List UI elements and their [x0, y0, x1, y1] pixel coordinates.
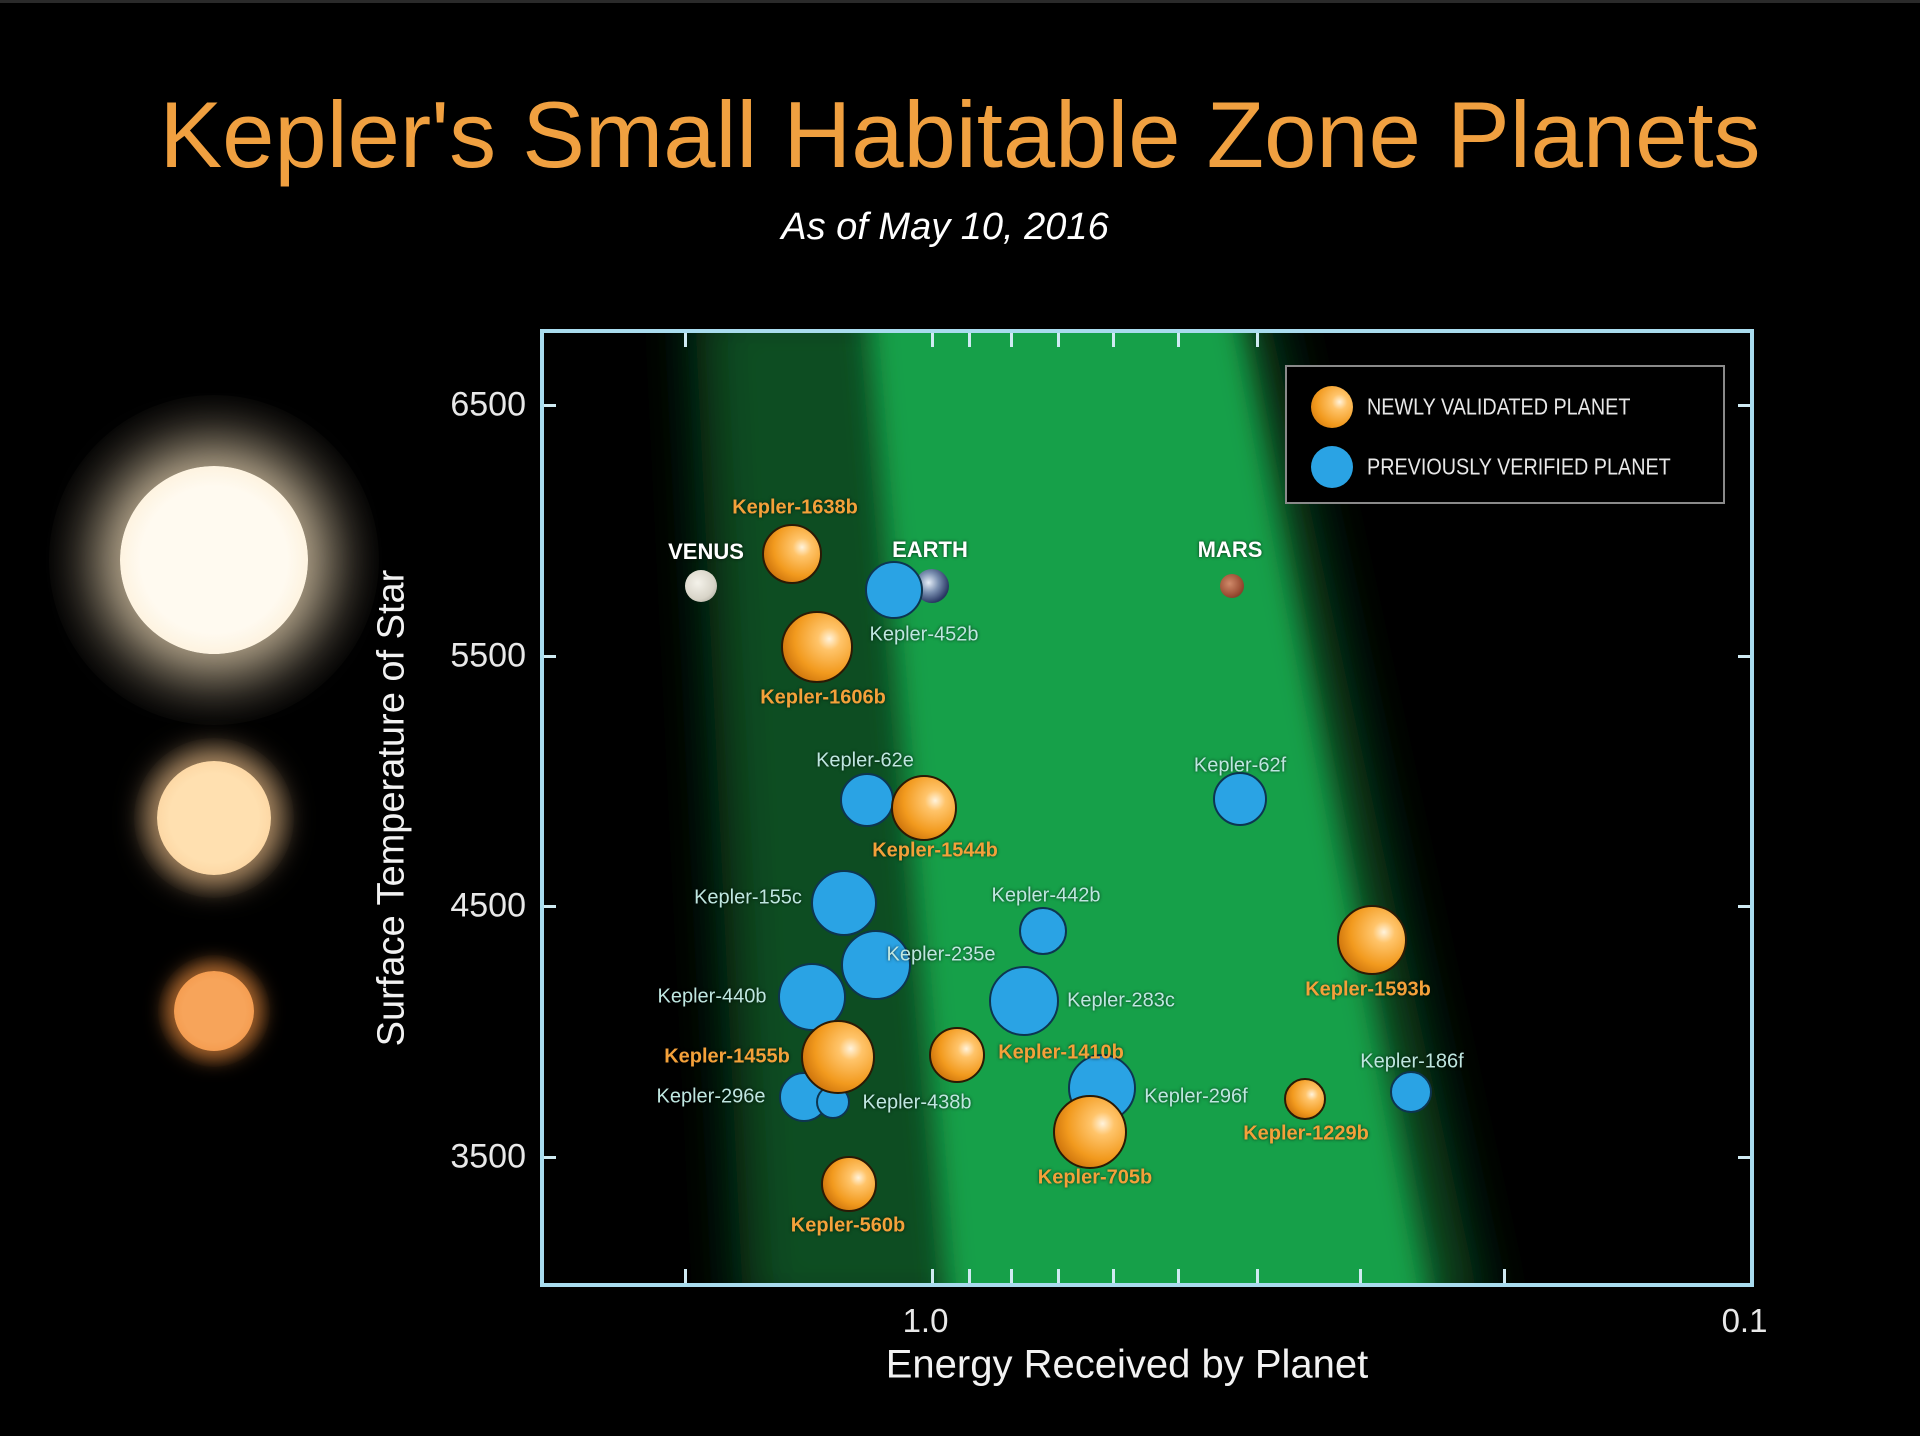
planet-label: Kepler-452b	[869, 623, 979, 646]
planet-marker	[891, 774, 958, 841]
planet-marker	[839, 772, 894, 827]
x-tick-bottom	[1112, 1269, 1116, 1283]
planet-marker	[810, 869, 877, 936]
legend-label: NEWLY VALIDATED PLANET	[1367, 393, 1631, 420]
planet-label: Kepler-560b	[790, 1214, 906, 1237]
x-tick-top	[1177, 333, 1181, 347]
planet-label: VENUS	[668, 539, 744, 564]
planet-label: Kepler-442b	[991, 884, 1101, 907]
chart-title: Kepler's Small Habitable Zone Planets	[159, 82, 1761, 187]
orange-planet-icon	[1311, 386, 1353, 428]
y-tick-left	[544, 654, 556, 658]
y-tick-right	[1738, 404, 1750, 407]
planet-label: Kepler-283c	[1067, 989, 1175, 1012]
planet-label: Kepler-235e	[886, 943, 996, 966]
x-axis-label: Energy Received by Planet	[885, 1342, 1369, 1387]
medium-star-icon	[157, 761, 271, 875]
planet-label: Kepler-62e	[816, 749, 914, 772]
venus-marker	[685, 569, 718, 602]
x-tick-bottom	[967, 1269, 971, 1283]
x-tick-top	[683, 333, 687, 347]
x-tick-top	[1256, 333, 1260, 347]
y-tick-right	[1738, 905, 1750, 909]
x-tick-bottom	[1057, 1269, 1061, 1283]
y-axis-label: Surface Temperature of Star	[370, 569, 413, 1047]
legend: NEWLY VALIDATED PLANET PREVIOUSLY VERIFI…	[1285, 365, 1725, 504]
planet-label: Kepler-440b	[657, 985, 767, 1008]
x-tick-bottom	[1256, 1269, 1260, 1283]
planet-marker	[762, 524, 823, 585]
planet-marker	[821, 1156, 878, 1213]
planet-label: Kepler-705b	[1037, 1166, 1153, 1189]
x-tick-top	[1112, 333, 1116, 347]
planet-marker	[1283, 1077, 1326, 1120]
x-tick-label: 0.1	[1721, 1302, 1768, 1339]
legend-item-old: PREVIOUSLY VERIFIED PLANET	[1287, 445, 1723, 489]
planet-label: MARS	[1197, 537, 1263, 562]
x-tick-label: 1.0	[902, 1302, 949, 1339]
legend-label: PREVIOUSLY VERIFIED PLANET	[1367, 453, 1671, 480]
y-tick-label: 3500	[450, 1137, 526, 1176]
hot-star-icon	[120, 466, 308, 654]
planet-label: Kepler-1410b	[998, 1041, 1124, 1064]
planet-label: Kepler-1229b	[1243, 1122, 1369, 1145]
planet-label: Kepler-296f	[1144, 1085, 1248, 1108]
chart-subtitle: As of May 10, 2016	[781, 206, 1109, 248]
planet-label: EARTH	[892, 537, 968, 562]
y-tick-label: 4500	[450, 886, 526, 925]
x-tick-bottom	[1358, 1269, 1362, 1283]
planet-marker	[1213, 771, 1268, 826]
planet-label: Kepler-1455b	[664, 1045, 790, 1068]
planet-label: Kepler-186f	[1360, 1050, 1464, 1073]
x-tick-bottom	[1177, 1269, 1181, 1283]
y-tick-right	[1738, 1155, 1750, 1159]
planet-label: Kepler-62f	[1193, 754, 1287, 777]
x-tick-top	[1057, 333, 1061, 347]
x-tick-bottom	[1009, 1269, 1013, 1283]
x-tick-bottom	[1502, 1269, 1506, 1283]
y-tick-label: 5500	[450, 636, 526, 675]
mars-marker	[1219, 573, 1244, 598]
y-tick-left	[544, 1155, 556, 1159]
x-tick-bottom	[683, 1269, 687, 1283]
planet-marker	[1389, 1070, 1432, 1113]
y-tick-right	[1738, 654, 1750, 658]
x-tick-top	[930, 333, 934, 347]
planet-marker	[777, 962, 846, 1031]
planet-marker	[1019, 907, 1068, 955]
legend-item-new: NEWLY VALIDATED PLANET	[1287, 385, 1723, 429]
planet-marker	[865, 560, 924, 619]
planet-marker	[780, 610, 853, 683]
planet-label: Kepler-1593b	[1305, 978, 1431, 1001]
x-tick-bottom	[930, 1269, 934, 1283]
planet-marker	[1053, 1094, 1128, 1169]
x-tick-top	[967, 333, 971, 347]
cool-star-icon	[174, 971, 254, 1051]
top-border	[0, 0, 1920, 3]
planet-marker	[989, 965, 1060, 1036]
x-tick-top	[1009, 333, 1013, 347]
planet-marker	[801, 1020, 876, 1095]
blue-planet-icon	[1311, 446, 1353, 488]
y-tick-left	[544, 905, 556, 909]
planet-label: Kepler-1606b	[760, 686, 886, 709]
planet-label: Kepler-155c	[694, 886, 802, 909]
planet-label: Kepler-438b	[862, 1091, 972, 1114]
planet-label: Kepler-1544b	[872, 839, 998, 862]
y-tick-label: 6500	[450, 385, 526, 424]
y-tick-left	[544, 404, 556, 407]
planet-label: Kepler-1638b	[732, 496, 858, 519]
planet-marker	[840, 930, 911, 1001]
planet-label: Kepler-296e	[656, 1085, 766, 1108]
planet-marker	[1336, 905, 1407, 976]
planet-marker	[929, 1027, 986, 1084]
